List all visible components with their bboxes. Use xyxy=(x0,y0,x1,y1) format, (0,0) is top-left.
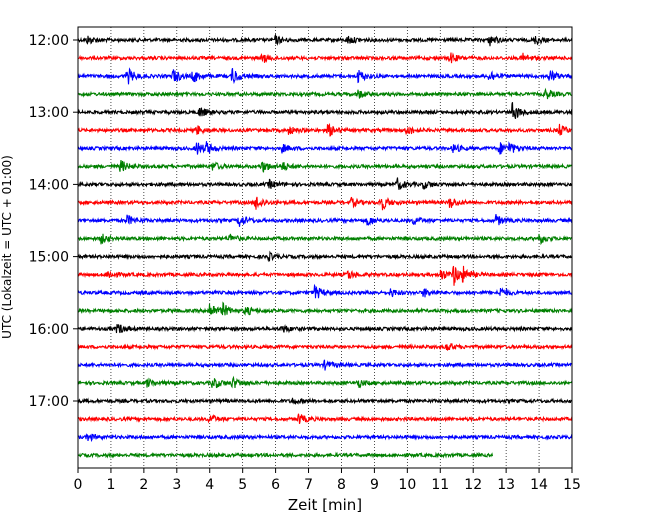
y-tick-label: 17:00 xyxy=(29,394,69,410)
trace-line xyxy=(77,177,573,190)
x-axis-ticks: 0 1 2 3 4 5 6 7 8 9 10 11 12 13 14 15 xyxy=(74,468,581,493)
trace-line xyxy=(77,233,573,246)
trace-line xyxy=(77,323,573,334)
y-tick-label: 16:00 xyxy=(29,322,69,338)
x-tick-label: 15 xyxy=(563,477,581,493)
trace-line xyxy=(77,343,573,351)
y-tick-label: 15:00 xyxy=(29,250,69,266)
x-tick-label: 14 xyxy=(530,477,548,493)
plot-frame xyxy=(77,26,573,469)
trace-line xyxy=(77,413,573,425)
trace-line xyxy=(77,52,573,64)
trace-line xyxy=(77,359,573,371)
trace-line xyxy=(77,397,573,405)
trace-line xyxy=(77,451,494,459)
trace-line xyxy=(77,301,573,316)
y-axis-label: UTC (Lokalzeit = UTC + 01:00) xyxy=(0,155,14,339)
x-tick-label: 8 xyxy=(337,477,346,493)
trace-line xyxy=(77,141,573,155)
trace-line xyxy=(77,67,573,85)
trace-line xyxy=(77,283,573,299)
seismic-traces xyxy=(77,33,573,459)
trace-line xyxy=(77,250,573,263)
trace-line xyxy=(77,213,573,227)
x-tick-label: 5 xyxy=(238,477,247,493)
trace-line xyxy=(77,102,573,120)
x-tick-label: 6 xyxy=(271,477,280,493)
y-tick-label: 13:00 xyxy=(29,105,69,121)
x-tick-label: 13 xyxy=(497,477,515,493)
trace-line xyxy=(77,122,573,137)
x-tick-label: 12 xyxy=(464,477,482,493)
trace-line xyxy=(77,33,573,47)
trace-line xyxy=(77,375,573,389)
x-tick-label: 9 xyxy=(370,477,379,493)
trace-line xyxy=(77,159,573,173)
trace-line xyxy=(77,433,573,443)
trace-line xyxy=(77,196,573,211)
x-axis-label: Zeit [min] xyxy=(288,496,362,514)
y-axis-ticks: 12:00 13:00 14:00 15:00 16:00 17:00 xyxy=(29,33,78,410)
x-tick-label: 3 xyxy=(172,477,181,493)
y-tick-label: 14:00 xyxy=(29,177,69,193)
x-tick-label: 10 xyxy=(398,477,416,493)
trace-line xyxy=(77,87,573,100)
y-tick-label: 12:00 xyxy=(29,33,69,49)
x-tick-label: 7 xyxy=(304,477,313,493)
trace-line xyxy=(77,265,573,286)
x-tick-label: 2 xyxy=(139,477,148,493)
x-tick-label: 4 xyxy=(205,477,214,493)
x-tick-label: 11 xyxy=(431,477,449,493)
x-tick-label: 1 xyxy=(106,477,115,493)
x-tick-label: 0 xyxy=(74,477,83,493)
